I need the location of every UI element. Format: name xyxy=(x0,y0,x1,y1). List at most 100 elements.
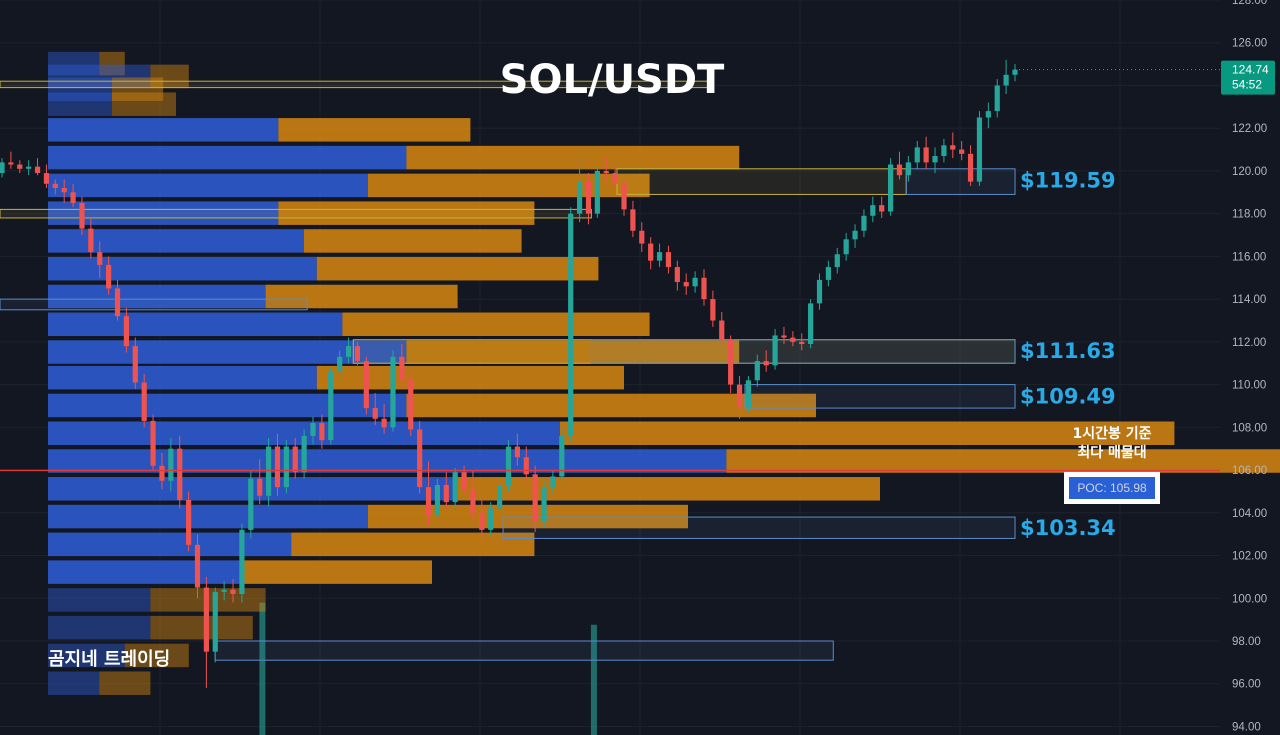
candle-body xyxy=(159,465,165,481)
candle-body xyxy=(576,181,583,214)
candle-body xyxy=(79,202,85,229)
candle-body xyxy=(61,188,67,193)
candle-body xyxy=(514,446,520,458)
candle-body xyxy=(97,252,103,265)
volume-bar xyxy=(590,624,597,735)
candle-body xyxy=(345,346,352,357)
candle-body xyxy=(710,299,716,321)
candle-body xyxy=(123,316,130,347)
candle-body xyxy=(550,476,556,488)
volume-profile-buy xyxy=(48,504,368,529)
candle-body xyxy=(132,346,138,383)
volume-profile-sell xyxy=(99,671,151,695)
volume-profile-buy xyxy=(48,284,266,309)
poc-badge-fill xyxy=(1069,477,1155,499)
candle-body xyxy=(612,173,618,184)
candle-body xyxy=(950,145,956,150)
volume-profile-sell xyxy=(124,643,189,668)
candle-body xyxy=(141,382,147,421)
y-tick-label: 106.00 xyxy=(1232,465,1267,477)
candle-body xyxy=(425,487,432,515)
candle-body xyxy=(656,252,663,261)
candle-body xyxy=(923,147,929,163)
candle-body xyxy=(248,478,254,530)
y-tick-label: 114.00 xyxy=(1232,294,1266,306)
y-tick-label: 128.00 xyxy=(1232,0,1267,7)
candle-body xyxy=(505,446,512,486)
poc-badge: POC: 105.98 xyxy=(1064,472,1160,504)
volume-profile-sell xyxy=(112,92,176,116)
candle-body xyxy=(70,192,76,203)
candle-body xyxy=(994,85,1000,112)
y-tick-label: 116.00 xyxy=(1232,251,1266,263)
yellow-zone xyxy=(0,80,711,89)
candles-layer xyxy=(0,59,1018,688)
volume-profile-buy xyxy=(48,51,100,76)
candle-body xyxy=(443,485,449,503)
yellow-zone xyxy=(616,168,907,195)
candle-body xyxy=(363,361,369,409)
y-tick-label: 102.00 xyxy=(1232,551,1267,563)
candle-body xyxy=(621,183,627,210)
volume-profile-buy xyxy=(48,77,112,101)
candle-body xyxy=(630,209,636,231)
volume-profile-buy xyxy=(48,671,100,695)
blue-zone xyxy=(214,640,834,661)
candle-body xyxy=(26,166,32,169)
candle-body xyxy=(568,213,574,436)
candle-body xyxy=(150,420,156,466)
candle-body xyxy=(843,239,849,255)
y-tick-label: 104.00 xyxy=(1232,508,1267,520)
chart-title: SOL/USDT xyxy=(500,57,725,103)
candle-body xyxy=(834,254,840,268)
volume-profile-sell xyxy=(726,449,1280,473)
volume-profile-sell xyxy=(278,118,471,142)
volume-profile-sell xyxy=(457,477,880,501)
volume-profile-buy xyxy=(48,201,279,225)
candle-body xyxy=(17,164,23,169)
candle-body xyxy=(186,499,192,545)
annotation-line1: 1시간봉 기준 xyxy=(1072,425,1151,442)
candle-body xyxy=(52,183,58,189)
candle-body xyxy=(763,361,769,366)
volume-layer xyxy=(259,602,597,735)
candle-body xyxy=(328,371,334,441)
candle-body xyxy=(772,335,778,366)
candle-body xyxy=(870,205,876,216)
volume-profile-sell xyxy=(316,256,599,281)
candle-body xyxy=(736,384,743,409)
volume-profile-sell xyxy=(304,229,522,253)
candle-body xyxy=(799,341,805,344)
y-tick-label: 118.00 xyxy=(1232,209,1266,221)
candle-body xyxy=(728,339,734,385)
poc-label: POC: 105.98 xyxy=(1077,481,1147,495)
current-price-value: 124.74 xyxy=(1232,63,1269,77)
volume-profile-buy xyxy=(48,393,407,418)
volume-profile-buy xyxy=(48,173,368,198)
candle-body xyxy=(665,252,672,268)
brand-watermark: 곰지네 트레이딩 xyxy=(48,649,170,670)
candle-body xyxy=(399,356,405,381)
candle-body xyxy=(701,277,707,300)
candle-body xyxy=(310,423,316,436)
candle-body xyxy=(452,472,458,503)
candle-body xyxy=(230,589,236,594)
volume-profile-buy xyxy=(48,588,151,612)
volume-profile-sell xyxy=(240,560,432,584)
candle-body xyxy=(941,145,947,156)
volume-profile-buy xyxy=(48,312,343,337)
volume-profile-sell xyxy=(99,51,125,76)
y-tick-label: 94.00 xyxy=(1232,721,1261,733)
y-tick-label: 100.00 xyxy=(1232,593,1267,605)
candle-body xyxy=(781,335,787,338)
volume-profile-sell xyxy=(368,173,650,198)
volume-profile-sell xyxy=(342,312,650,337)
candle-body xyxy=(523,457,529,475)
candle-body xyxy=(106,264,112,289)
candle-body xyxy=(0,162,5,174)
candle-body xyxy=(417,429,423,488)
candle-body xyxy=(648,243,654,261)
candle-body xyxy=(754,361,760,381)
candle-body xyxy=(905,162,911,176)
